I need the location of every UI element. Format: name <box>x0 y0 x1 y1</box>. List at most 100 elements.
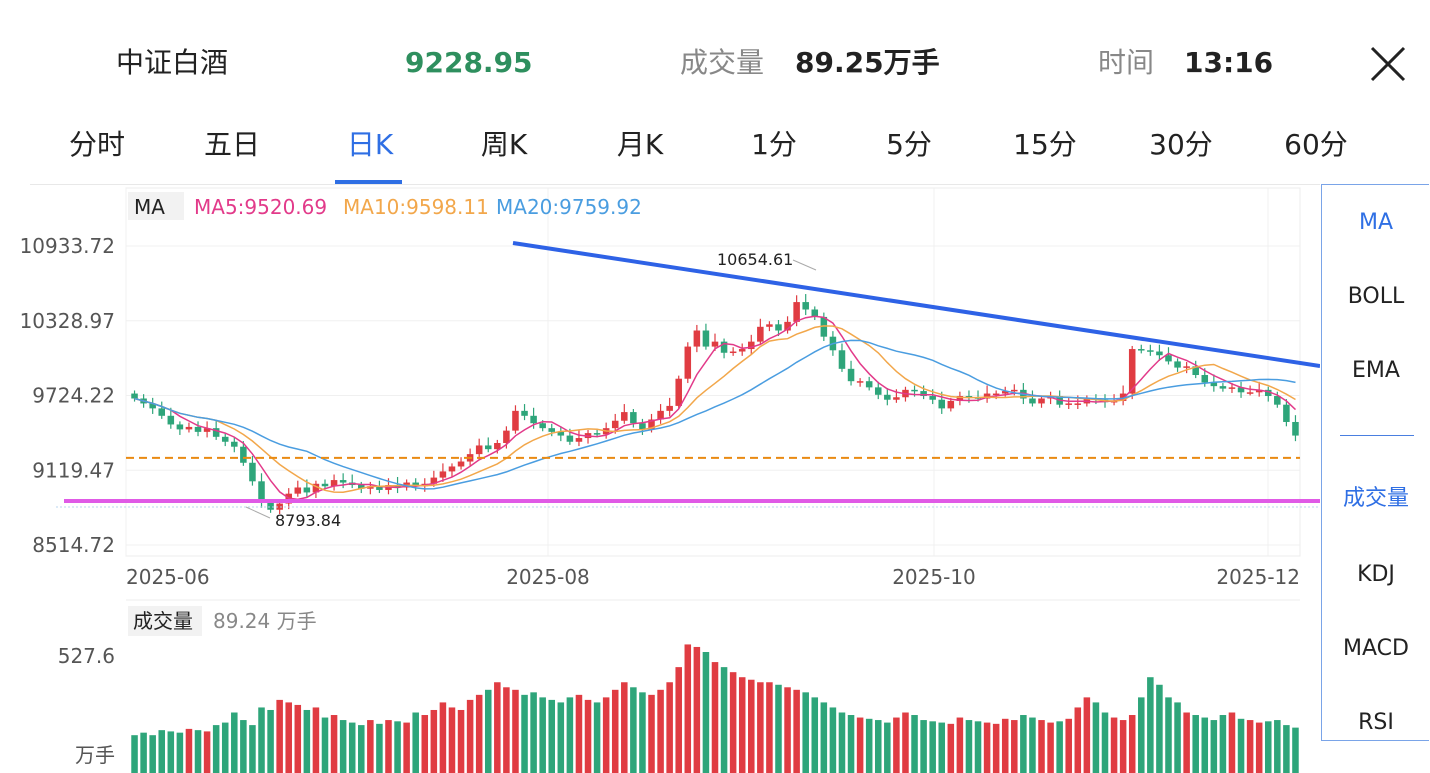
tab-7[interactable]: 15分 <box>1013 128 1077 161</box>
candle-body-100 <box>1038 398 1045 404</box>
candle-body-5 <box>176 424 184 430</box>
volume-bar-44 <box>530 692 537 773</box>
volume-bar-87 <box>920 720 927 773</box>
volume-bar-81 <box>865 718 873 773</box>
candle-body-9 <box>212 428 220 437</box>
volume-unit-tick: 万手 <box>75 743 115 767</box>
volume-bar-28 <box>385 720 392 773</box>
candle-body-95 <box>992 393 1000 396</box>
volume-bar-18 <box>294 704 302 773</box>
volume-bar-57 <box>648 694 655 773</box>
candle-body-10 <box>221 436 229 442</box>
candle-body-78 <box>838 350 846 369</box>
side-item-2[interactable]: EMA <box>1352 358 1400 383</box>
candle-body-19 <box>303 487 311 493</box>
volume-bar-6 <box>185 728 193 773</box>
volume-bar-35 <box>448 707 456 773</box>
tab-9[interactable]: 60分 <box>1284 128 1348 161</box>
candle-body-84 <box>893 397 900 400</box>
candle-body-4 <box>167 415 175 425</box>
candle-body-76 <box>820 316 828 337</box>
volume-bar-82 <box>874 720 882 773</box>
candle-body-94 <box>983 393 991 399</box>
candle-body-109 <box>1119 393 1127 401</box>
volume-bar-91 <box>956 717 964 773</box>
volume-bar-50 <box>584 699 592 773</box>
close-icon[interactable] <box>1368 44 1408 84</box>
volume-bar-4 <box>167 731 175 773</box>
candle-body-54 <box>621 412 628 421</box>
candle-body-42 <box>512 410 519 431</box>
ma20-legend: MA20:9759.92 <box>496 195 642 219</box>
candle-body-38 <box>475 445 483 455</box>
volume-bar-64 <box>711 662 719 773</box>
tab-2[interactable]: 日K <box>346 128 394 161</box>
side-item-6[interactable]: RSI <box>1358 710 1394 735</box>
volume-bar-10 <box>221 722 229 773</box>
candle-body-34 <box>439 471 447 478</box>
side-item-3[interactable]: 成交量 <box>1342 486 1409 511</box>
side-item-0[interactable]: MA <box>1358 210 1394 235</box>
candle-body-89 <box>938 399 946 409</box>
volume-bar-126 <box>1274 720 1281 773</box>
volume-bar-92 <box>965 720 973 773</box>
candle-body-63 <box>702 330 710 347</box>
volume-bar-103 <box>1065 718 1072 773</box>
candle-body-7 <box>194 426 202 432</box>
x-tick-2: 2025-10 <box>892 565 976 589</box>
volume-bar-98 <box>1020 715 1027 773</box>
y-tick-3: 9119.47 <box>32 458 115 482</box>
tab-1[interactable]: 五日 <box>203 128 261 161</box>
volume-bar-79 <box>847 715 855 773</box>
volume-bar-74 <box>802 692 809 773</box>
volume-bar-22 <box>330 715 338 773</box>
ma-tag: MA <box>134 195 165 219</box>
volume-bar-38 <box>475 694 483 773</box>
volume-bar-117 <box>1192 715 1199 773</box>
candle-body-25 <box>358 485 365 489</box>
side-item-4[interactable]: KDJ <box>1357 562 1395 587</box>
volume-bar-96 <box>1001 718 1009 773</box>
candle-body-80 <box>856 381 864 383</box>
volume-bar-106 <box>1092 702 1100 773</box>
tab-3[interactable]: 周K <box>480 128 528 161</box>
candle-body-92 <box>965 396 973 398</box>
tab-8[interactable]: 30分 <box>1149 128 1213 161</box>
time-value: 13:16 <box>1184 46 1274 79</box>
volume-value: 89.25万手 <box>795 46 940 79</box>
tab-0[interactable]: 分时 <box>68 128 126 161</box>
ma-tag-bg <box>128 192 184 220</box>
volume-bar-78 <box>838 712 846 773</box>
tab-5[interactable]: 1分 <box>751 128 797 161</box>
volume-bar-122 <box>1237 718 1245 773</box>
volume-bar-30 <box>403 722 410 773</box>
volume-bar-34 <box>439 702 447 773</box>
candle-body-65 <box>720 341 728 353</box>
candle-body-45 <box>539 423 546 429</box>
volume-bar-112 <box>1147 677 1154 773</box>
volume-bar-128 <box>1292 727 1299 773</box>
side-item-1[interactable]: BOLL <box>1347 284 1405 309</box>
volume-bar-54 <box>621 682 628 773</box>
volume-bar-62 <box>693 646 701 773</box>
side-item-5[interactable]: MACD <box>1343 636 1409 661</box>
candle-body-124 <box>1255 389 1263 393</box>
volume-bar-70 <box>766 682 773 773</box>
candle-body-56 <box>639 423 646 430</box>
index-price: 9228.95 <box>405 46 533 79</box>
volume-bar-24 <box>348 722 356 773</box>
tab-4[interactable]: 月K <box>616 128 664 161</box>
volume-bar-84 <box>893 717 900 773</box>
volume-bar-101 <box>1047 722 1054 773</box>
candle-body-116 <box>1183 366 1190 368</box>
candle-body-72 <box>784 321 791 331</box>
volume-bar-127 <box>1283 725 1290 773</box>
y-tick-2: 9724.22 <box>32 384 115 408</box>
volume-bar-25 <box>358 725 365 773</box>
candle-body-120 <box>1219 386 1227 389</box>
candle-body-125 <box>1264 389 1272 397</box>
tab-6[interactable]: 5分 <box>886 128 932 161</box>
volume-bar-39 <box>484 689 492 773</box>
volume-label: 成交量 <box>680 46 765 79</box>
volume-bar-68 <box>748 679 755 773</box>
